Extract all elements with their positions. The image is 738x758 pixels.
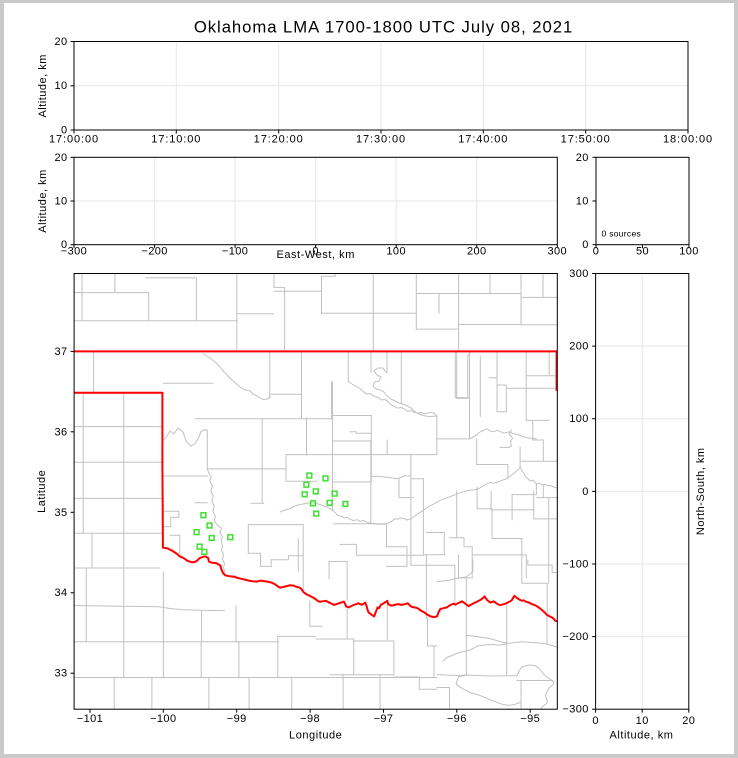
svg-text:−200: −200: [141, 246, 167, 258]
svg-text:−300: −300: [562, 704, 588, 716]
svg-text:20: 20: [54, 36, 67, 48]
svg-text:17:40:00: 17:40:00: [458, 134, 508, 146]
svg-text:10: 10: [576, 196, 589, 208]
svg-text:100: 100: [386, 246, 406, 258]
svg-text:17:10:00: 17:10:00: [151, 134, 201, 146]
svg-text:−300: −300: [61, 246, 87, 258]
svg-text:0 sources: 0 sources: [602, 229, 642, 239]
svg-text:20: 20: [54, 152, 67, 164]
svg-text:200: 200: [569, 341, 589, 353]
svg-text:10: 10: [54, 196, 67, 208]
svg-text:East-West, km: East-West, km: [276, 249, 354, 261]
svg-text:300: 300: [569, 268, 589, 280]
svg-text:200: 200: [467, 246, 487, 258]
svg-text:0: 0: [582, 239, 589, 251]
svg-text:0: 0: [593, 246, 600, 258]
svg-text:20: 20: [576, 152, 589, 164]
svg-text:Altitude, km: Altitude, km: [609, 730, 673, 742]
svg-text:0: 0: [61, 239, 68, 251]
svg-text:37: 37: [54, 346, 67, 358]
svg-text:17:00:00: 17:00:00: [49, 134, 99, 146]
svg-text:36: 36: [54, 426, 67, 438]
svg-text:−97: −97: [374, 713, 394, 725]
svg-text:0: 0: [582, 486, 589, 498]
svg-text:0: 0: [61, 125, 68, 137]
svg-text:Altitude, km: Altitude, km: [37, 169, 49, 232]
svg-text:−98: −98: [300, 713, 320, 725]
svg-text:100: 100: [569, 413, 589, 425]
svg-text:North-South, km: North-South, km: [695, 448, 707, 536]
svg-text:−96: −96: [447, 713, 467, 725]
svg-text:−99: −99: [227, 713, 247, 725]
svg-text:Latitude: Latitude: [36, 470, 48, 513]
svg-text:35: 35: [54, 507, 67, 519]
svg-text:17:20:00: 17:20:00: [254, 134, 304, 146]
svg-text:50: 50: [636, 246, 649, 258]
svg-text:18:00:00: 18:00:00: [663, 134, 713, 146]
svg-text:17:50:00: 17:50:00: [561, 134, 611, 146]
svg-text:10: 10: [54, 80, 67, 92]
svg-text:−100: −100: [150, 713, 176, 725]
svg-text:34: 34: [54, 587, 67, 599]
svg-text:Oklahoma LMA 1700-1800 UTC Jul: Oklahoma LMA 1700-1800 UTC July 08, 2021: [194, 18, 573, 37]
svg-text:0: 0: [592, 715, 599, 727]
svg-text:17:30:00: 17:30:00: [356, 134, 406, 146]
svg-text:20: 20: [682, 715, 695, 727]
svg-text:Longitude: Longitude: [289, 730, 342, 742]
svg-text:100: 100: [679, 246, 699, 258]
svg-text:Altitude, km: Altitude, km: [37, 54, 49, 117]
svg-text:0: 0: [312, 246, 319, 258]
svg-text:−100: −100: [222, 246, 248, 258]
svg-text:−200: −200: [562, 631, 588, 643]
svg-text:33: 33: [54, 668, 67, 680]
svg-text:−95: −95: [520, 713, 540, 725]
svg-text:−101: −101: [77, 713, 103, 725]
svg-text:−100: −100: [562, 559, 588, 571]
svg-text:10: 10: [636, 715, 649, 727]
svg-text:300: 300: [548, 246, 568, 258]
